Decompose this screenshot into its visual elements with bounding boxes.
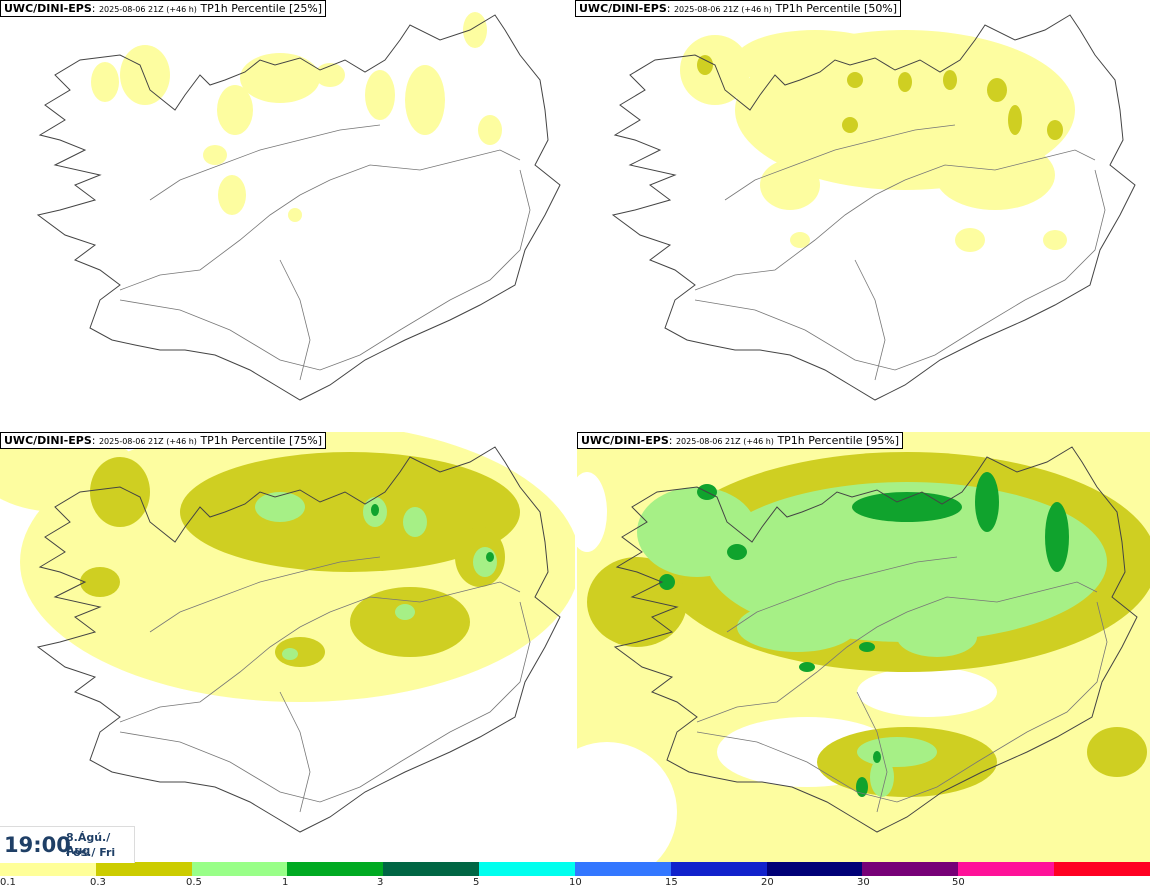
valid-time-box: 19:00 8.Ágú./ Aug Fös./ Fri	[0, 826, 135, 863]
legend-swatch	[574, 862, 671, 876]
panel-title: UWC/DINI-EPS: 2025-08-06 21Z (+46 h) TP1…	[575, 0, 902, 17]
legend-swatch	[862, 862, 959, 876]
precip-fill	[577, 432, 1150, 862]
valid-time: 19:00	[4, 833, 71, 857]
map-panel-p50: UWC/DINI-EPS: 2025-08-06 21Z (+46 h) TP1…	[575, 0, 1150, 430]
map-panel-p75: UWC/DINI-EPS: 2025-08-06 21Z (+46 h) TP1…	[0, 432, 575, 862]
precip-map-p25	[36, 12, 561, 401]
legend-swatch	[0, 862, 96, 876]
precip-map-p95	[577, 432, 1150, 862]
model-name: UWC/DINI-EPS	[579, 2, 667, 15]
valid-weekday: Fös./ Fri	[66, 846, 116, 859]
legend-tick-label: 15	[665, 877, 678, 888]
legend-swatch	[670, 862, 767, 876]
legend-tick-label: 50	[952, 877, 965, 888]
field-label: TP1h Percentile [25%]	[200, 2, 323, 15]
model-name: UWC/DINI-EPS	[4, 434, 92, 447]
run-time: 2025-08-06 21Z (+46 h)	[98, 437, 197, 446]
legend-tick-label: 20	[761, 877, 774, 888]
road-network	[119, 556, 531, 813]
model-name: UWC/DINI-EPS	[581, 434, 669, 447]
field-label: TP1h Percentile [50%]	[775, 2, 898, 15]
legend-tick-label: 1	[282, 877, 289, 888]
precip-fill	[680, 30, 1075, 252]
iceland-coastline	[611, 14, 1136, 401]
precip-map-p75	[0, 432, 575, 833]
field-label: TP1h Percentile [95%]	[777, 434, 900, 447]
legend-swatch	[383, 862, 480, 876]
run-time: 2025-08-06 21Z (+46 h)	[673, 5, 772, 14]
road-network	[694, 124, 1106, 381]
panel-title: UWC/DINI-EPS: 2025-08-06 21Z (+46 h) TP1…	[0, 432, 327, 449]
legend-swatch	[191, 862, 288, 876]
legend-tick-label: 0.5	[186, 877, 202, 888]
legend-swatch	[287, 862, 384, 876]
legend-swatch	[95, 862, 192, 876]
iceland-coastline	[36, 446, 561, 833]
color-legend-bar	[0, 862, 1150, 876]
run-time: 2025-08-06 21Z (+46 h)	[98, 5, 197, 14]
legend-tick-label: 5	[473, 877, 480, 888]
legend-tick-label: 10	[569, 877, 582, 888]
panel-title: UWC/DINI-EPS: 2025-08-06 21Z (+46 h) TP1…	[577, 432, 904, 449]
color-legend-ticks: 0.1 0.3 0.5 1 3 5 10 15 20 30 50	[0, 877, 1150, 891]
model-name: UWC/DINI-EPS	[4, 2, 92, 15]
legend-swatch	[958, 862, 1055, 876]
panel-title: UWC/DINI-EPS: 2025-08-06 21Z (+46 h) TP1…	[0, 0, 327, 17]
legend-tick-label: 30	[857, 877, 870, 888]
iceland-coastline	[613, 446, 1138, 833]
legend-tick-label: 0.1	[0, 877, 16, 888]
road-network	[696, 556, 1108, 813]
field-label: TP1h Percentile [75%]	[200, 434, 323, 447]
precip-fill	[0, 432, 575, 702]
run-time: 2025-08-06 21Z (+46 h)	[675, 437, 774, 446]
precip-fill	[91, 12, 502, 222]
legend-swatch	[766, 862, 863, 876]
valid-date: 8.Ágú./ Aug	[66, 831, 111, 857]
iceland-coastline	[36, 14, 561, 401]
map-panel-p25: UWC/DINI-EPS: 2025-08-06 21Z (+46 h) TP1…	[0, 0, 575, 430]
map-panel-p95: UWC/DINI-EPS: 2025-08-06 21Z (+46 h) TP1…	[577, 432, 1150, 862]
legend-tick-label: 0.3	[90, 877, 106, 888]
legend-tick-label: 3	[377, 877, 384, 888]
road-network	[119, 124, 531, 381]
legend-swatch	[479, 862, 575, 876]
precip-map-p50	[611, 14, 1136, 401]
legend-swatch	[1054, 862, 1150, 876]
